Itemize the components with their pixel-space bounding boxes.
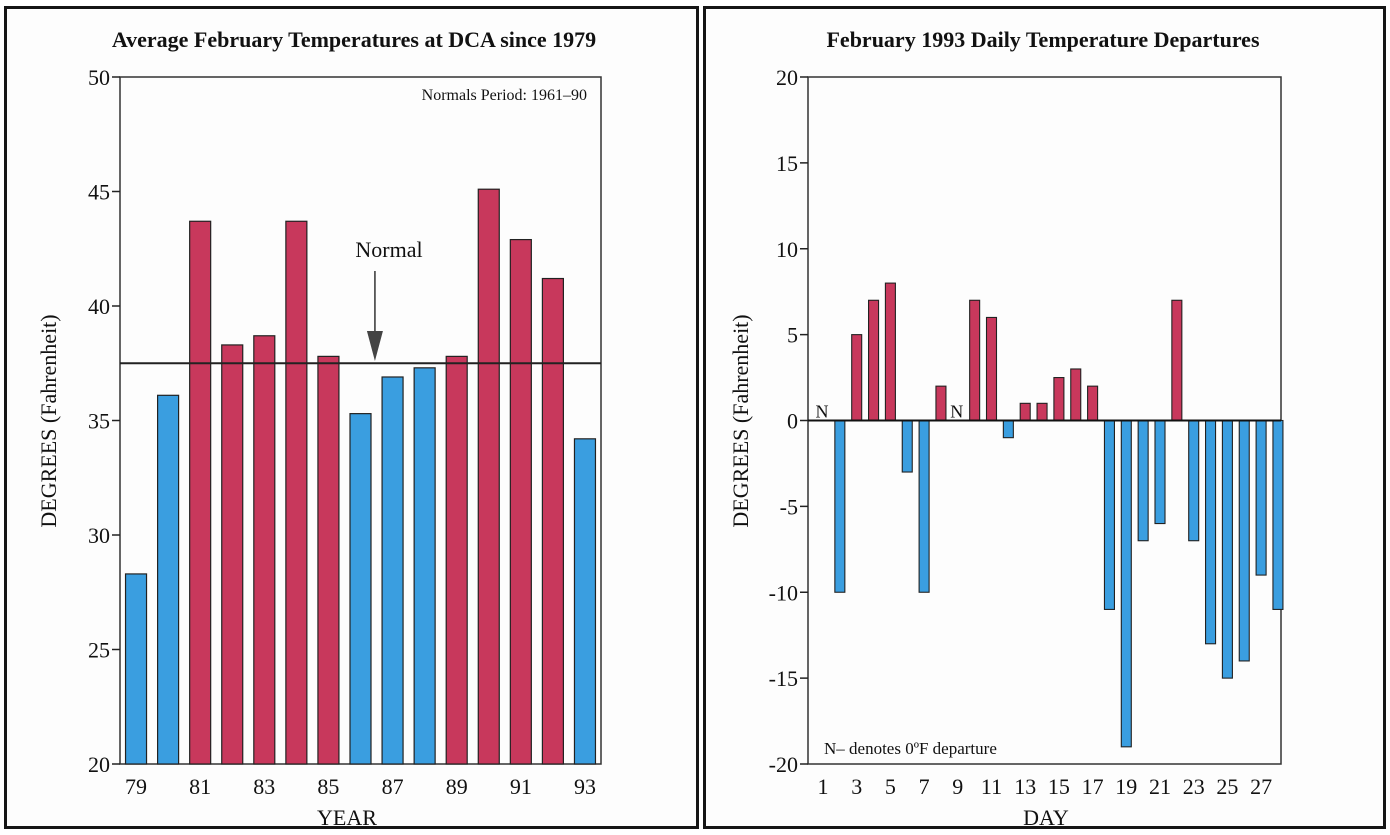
bar-day-15 bbox=[1053, 377, 1065, 422]
bar-day-5 bbox=[884, 282, 896, 422]
x-tick-label-3: 3 bbox=[851, 774, 862, 799]
bar-day-28 bbox=[1272, 419, 1284, 610]
bar-81 bbox=[189, 220, 212, 765]
x-tick-label-85: 85 bbox=[317, 774, 339, 799]
x-tick-label-23: 23 bbox=[1183, 774, 1205, 799]
bar-day-11 bbox=[985, 316, 998, 422]
y-tick-label-0: 0 bbox=[787, 409, 798, 434]
y-tick-label-15: 15 bbox=[776, 151, 798, 176]
y-tick-label-25: 25 bbox=[88, 638, 110, 663]
bar-day-8 bbox=[935, 385, 947, 422]
daily-departure-chart: February 1993 Daily Temperature Departur… bbox=[728, 27, 1284, 826]
y-tick-label--5: -5 bbox=[780, 494, 798, 519]
avg-temp-chart: Average February Temperatures at DCA sin… bbox=[36, 27, 602, 826]
x-tick-label-93: 93 bbox=[574, 774, 596, 799]
bar-day-21 bbox=[1154, 419, 1166, 525]
x-tick-label-13: 13 bbox=[1014, 774, 1036, 799]
y-tick-label--20: -20 bbox=[769, 752, 798, 777]
x-tick-label-15: 15 bbox=[1048, 774, 1070, 799]
y-tick-label--15: -15 bbox=[769, 666, 798, 691]
bar-92 bbox=[541, 277, 565, 765]
normal-label: Normal bbox=[355, 237, 422, 262]
x-tick-label-83: 83 bbox=[253, 774, 275, 799]
y-tick-label--10: -10 bbox=[769, 580, 798, 605]
bar-88 bbox=[413, 367, 436, 765]
bar-day-17 bbox=[1087, 385, 1099, 422]
y-tick-label-20: 20 bbox=[776, 65, 798, 90]
y-tick-label-5: 5 bbox=[787, 323, 798, 348]
chart-title: Average February Temperatures at DCA sin… bbox=[112, 27, 596, 52]
zero-marker-day-1: N bbox=[816, 402, 829, 422]
bar-day-6 bbox=[901, 419, 913, 473]
x-tick-label-27: 27 bbox=[1250, 774, 1272, 799]
bar-79 bbox=[124, 573, 148, 765]
chart-title: February 1993 Daily Temperature Departur… bbox=[826, 27, 1259, 52]
bar-day-24 bbox=[1204, 419, 1217, 645]
bar-day-10 bbox=[969, 299, 981, 422]
y-tick-label-30: 30 bbox=[88, 523, 110, 548]
bar-90 bbox=[477, 188, 500, 765]
bar-day-3 bbox=[851, 334, 863, 422]
y-tick-label-10: 10 bbox=[776, 237, 798, 262]
bar-day-13 bbox=[1019, 402, 1031, 422]
bar-86 bbox=[349, 413, 372, 765]
bar-day-26 bbox=[1238, 419, 1250, 662]
chart-panel-feb-averages: Average February Temperatures at DCA sin… bbox=[4, 6, 699, 829]
bar-80 bbox=[157, 394, 180, 765]
y-tick-label-50: 50 bbox=[88, 65, 110, 90]
bar-day-22 bbox=[1171, 299, 1183, 422]
chart-panel-daily-departures: February 1993 Daily Temperature Departur… bbox=[703, 6, 1386, 829]
zero-marker-day-9: N bbox=[950, 402, 963, 422]
x-tick-label-11: 11 bbox=[981, 774, 1002, 799]
normals-period-annotation: Normals Period: 1961–90 bbox=[422, 87, 587, 104]
x-tick-label-9: 9 bbox=[952, 774, 963, 799]
y-tick-label-35: 35 bbox=[88, 409, 110, 434]
bar-87 bbox=[381, 376, 404, 765]
bar-day-25 bbox=[1221, 419, 1233, 679]
bar-day-14 bbox=[1036, 402, 1048, 422]
bar-91 bbox=[509, 238, 532, 765]
bar-day-27 bbox=[1255, 419, 1267, 576]
x-tick-label-91: 91 bbox=[510, 774, 532, 799]
x-tick-label-19: 19 bbox=[1115, 774, 1137, 799]
y-tick-label-45: 45 bbox=[88, 180, 110, 205]
y-tick-label-40: 40 bbox=[88, 294, 110, 319]
y-axis-label: DEGREES (Fahrenheit) bbox=[728, 314, 753, 527]
x-tick-label-21: 21 bbox=[1149, 774, 1171, 799]
bar-day-4 bbox=[868, 299, 880, 422]
bar-93 bbox=[573, 438, 597, 765]
x-tick-label-17: 17 bbox=[1082, 774, 1104, 799]
x-tick-label-81: 81 bbox=[189, 774, 211, 799]
x-tick-label-89: 89 bbox=[446, 774, 468, 799]
x-tick-label-7: 7 bbox=[919, 774, 930, 799]
bar-83 bbox=[253, 335, 276, 765]
bar-day-12 bbox=[1002, 419, 1014, 439]
bar-82 bbox=[221, 344, 244, 765]
x-tick-label-79: 79 bbox=[125, 774, 147, 799]
bar-day-2 bbox=[834, 419, 846, 593]
bar-89 bbox=[445, 355, 468, 765]
bar-84 bbox=[285, 220, 308, 765]
zero-departure-note: N– denotes 0ºF departure bbox=[824, 739, 997, 758]
bar-day-20 bbox=[1137, 419, 1149, 542]
x-axis-label: YEAR bbox=[317, 805, 377, 826]
bar-day-19 bbox=[1120, 419, 1132, 748]
y-tick-label-20: 20 bbox=[88, 752, 110, 777]
bar-85 bbox=[317, 355, 340, 765]
bar-day-18 bbox=[1103, 419, 1116, 610]
bar-day-16 bbox=[1070, 368, 1082, 422]
y-axis-label: DEGREES (Fahrenheit) bbox=[36, 314, 61, 527]
x-axis-label: DAY bbox=[1023, 805, 1069, 826]
x-tick-label-25: 25 bbox=[1216, 774, 1238, 799]
x-tick-label-5: 5 bbox=[885, 774, 896, 799]
bar-day-23 bbox=[1188, 419, 1200, 542]
x-tick-label-87: 87 bbox=[382, 774, 404, 799]
normal-arrow-head bbox=[366, 331, 383, 361]
bar-day-7 bbox=[918, 419, 930, 593]
x-tick-label-1: 1 bbox=[818, 774, 829, 799]
